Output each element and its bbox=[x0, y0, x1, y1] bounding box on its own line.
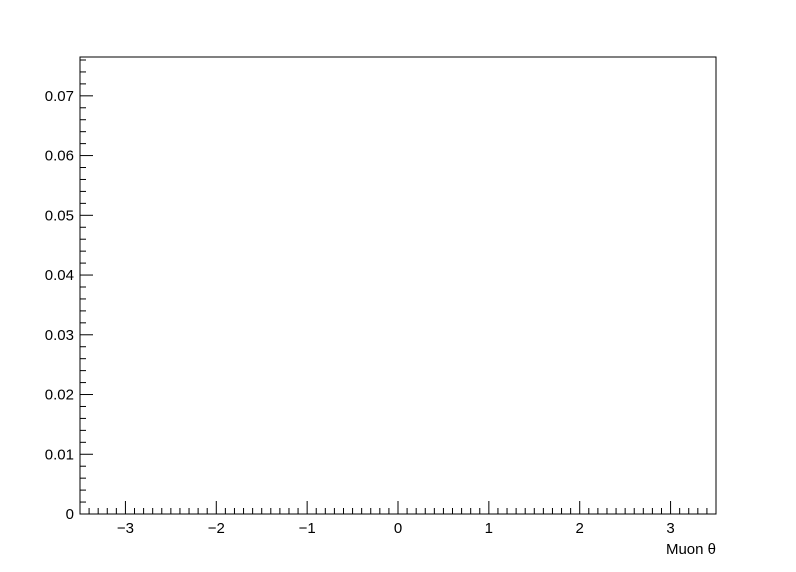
y-tick-label: 0.01 bbox=[45, 446, 74, 463]
x-tick-label: −2 bbox=[208, 520, 225, 537]
plot-frame bbox=[79, 56, 717, 515]
x-axis-tick-labels: −3 −2 −1 0 1 2 3 bbox=[117, 520, 675, 537]
y-tick-label: 0.06 bbox=[45, 148, 74, 165]
y-tick-label: 0.07 bbox=[45, 88, 74, 105]
y-axis-ticks bbox=[80, 59, 93, 515]
x-tick-label: 3 bbox=[666, 520, 674, 537]
y-tick-label: 0.03 bbox=[45, 327, 74, 344]
x-tick-label: 0 bbox=[394, 520, 402, 537]
x-axis-ticks bbox=[79, 501, 717, 514]
y-axis-tick-labels: 0 0.01 0.02 0.03 0.04 0.05 0.06 0.07 bbox=[45, 88, 74, 523]
x-axis-title: Muon θ bbox=[666, 541, 716, 558]
y-tick-label: 0 bbox=[66, 506, 74, 523]
y-tick-label: 0.04 bbox=[45, 267, 74, 284]
x-tick-label: 2 bbox=[576, 520, 584, 537]
x-tick-label: −1 bbox=[299, 520, 316, 537]
y-tick-label: 0.05 bbox=[45, 207, 74, 224]
y-tick-label: 0.02 bbox=[45, 387, 74, 404]
x-tick-label: 1 bbox=[485, 520, 493, 537]
x-tick-label: −3 bbox=[117, 520, 134, 537]
